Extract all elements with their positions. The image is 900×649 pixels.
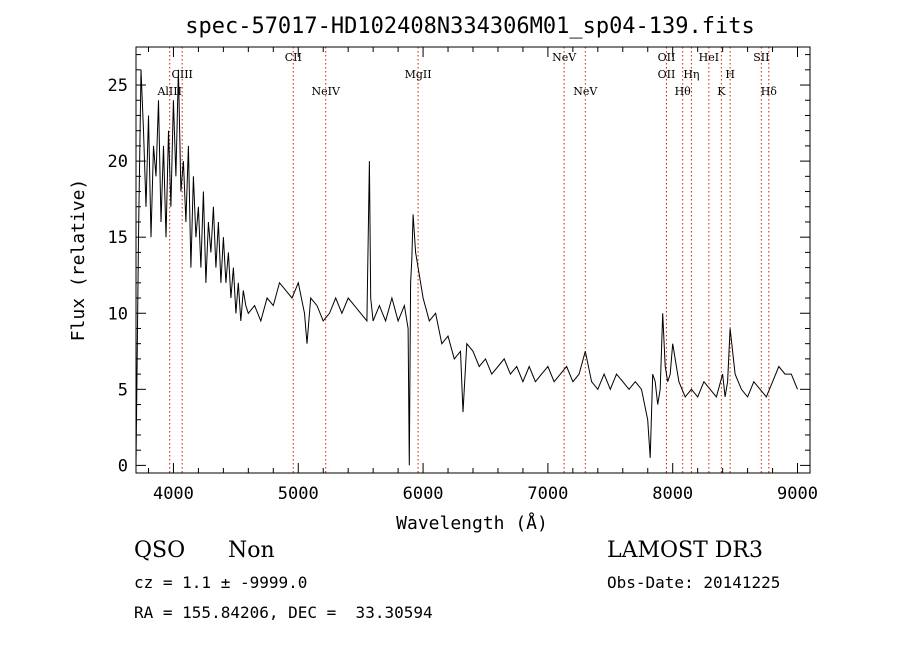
marker-label: NeV bbox=[573, 85, 598, 98]
object-class: QSO bbox=[134, 538, 186, 563]
chart-title: spec-57017-HD102408N334306M01_sp04-139.f… bbox=[185, 14, 755, 39]
spectrum-series bbox=[135, 69, 798, 466]
survey-name: LAMOST DR3 bbox=[607, 538, 763, 563]
y-tick-label: 25 bbox=[108, 76, 128, 96]
marker-label: AlIII bbox=[156, 85, 182, 98]
redshift-readout: cz = 1.1 ± -9999.0 bbox=[134, 573, 308, 592]
marker-label: OII bbox=[658, 68, 676, 81]
x-tick-label: 7000 bbox=[527, 484, 568, 504]
marker-label: OII bbox=[658, 51, 676, 64]
marker-label: SII bbox=[753, 51, 769, 64]
emission-line-markers bbox=[169, 47, 770, 473]
observation-date: Obs-Date: 20141225 bbox=[607, 573, 781, 592]
object-subclass: Non bbox=[228, 538, 275, 563]
marker-label: CIII bbox=[171, 68, 192, 81]
y-tick-label: 10 bbox=[108, 304, 128, 324]
y-tick-label: 0 bbox=[118, 456, 128, 476]
y-tick-label: 5 bbox=[118, 380, 128, 400]
marker-label: NeV bbox=[552, 51, 577, 64]
marker-label: H bbox=[725, 68, 735, 81]
marker-label: Hη bbox=[683, 68, 699, 81]
y-axis: 0 5 10 15 20 25 bbox=[108, 54, 810, 476]
x-tick-label: 4000 bbox=[153, 484, 194, 504]
marker-label: NeIV bbox=[311, 85, 340, 98]
marker-label: Hθ bbox=[675, 85, 692, 98]
y-tick-label: 15 bbox=[108, 228, 128, 248]
x-axis-label: Wavelength (Å) bbox=[396, 512, 548, 534]
marker-label: MgII bbox=[405, 68, 432, 81]
x-axis: 4000 5000 6000 7000 8000 9000 bbox=[147, 47, 818, 504]
x-tick-label: 5000 bbox=[278, 484, 319, 504]
y-tick-label: 20 bbox=[108, 152, 128, 172]
marker-label: K bbox=[717, 85, 726, 98]
x-tick-label: 6000 bbox=[403, 484, 444, 504]
y-axis-label: Flux (relative) bbox=[68, 179, 89, 342]
marker-label: Hδ bbox=[761, 85, 778, 98]
x-tick-label: 9000 bbox=[777, 484, 818, 504]
coordinates-readout: RA = 155.84206, DEC = 33.30594 bbox=[134, 603, 433, 622]
x-tick-label: 8000 bbox=[652, 484, 693, 504]
marker-label: HeI bbox=[699, 51, 719, 64]
marker-label: CII bbox=[285, 51, 302, 64]
